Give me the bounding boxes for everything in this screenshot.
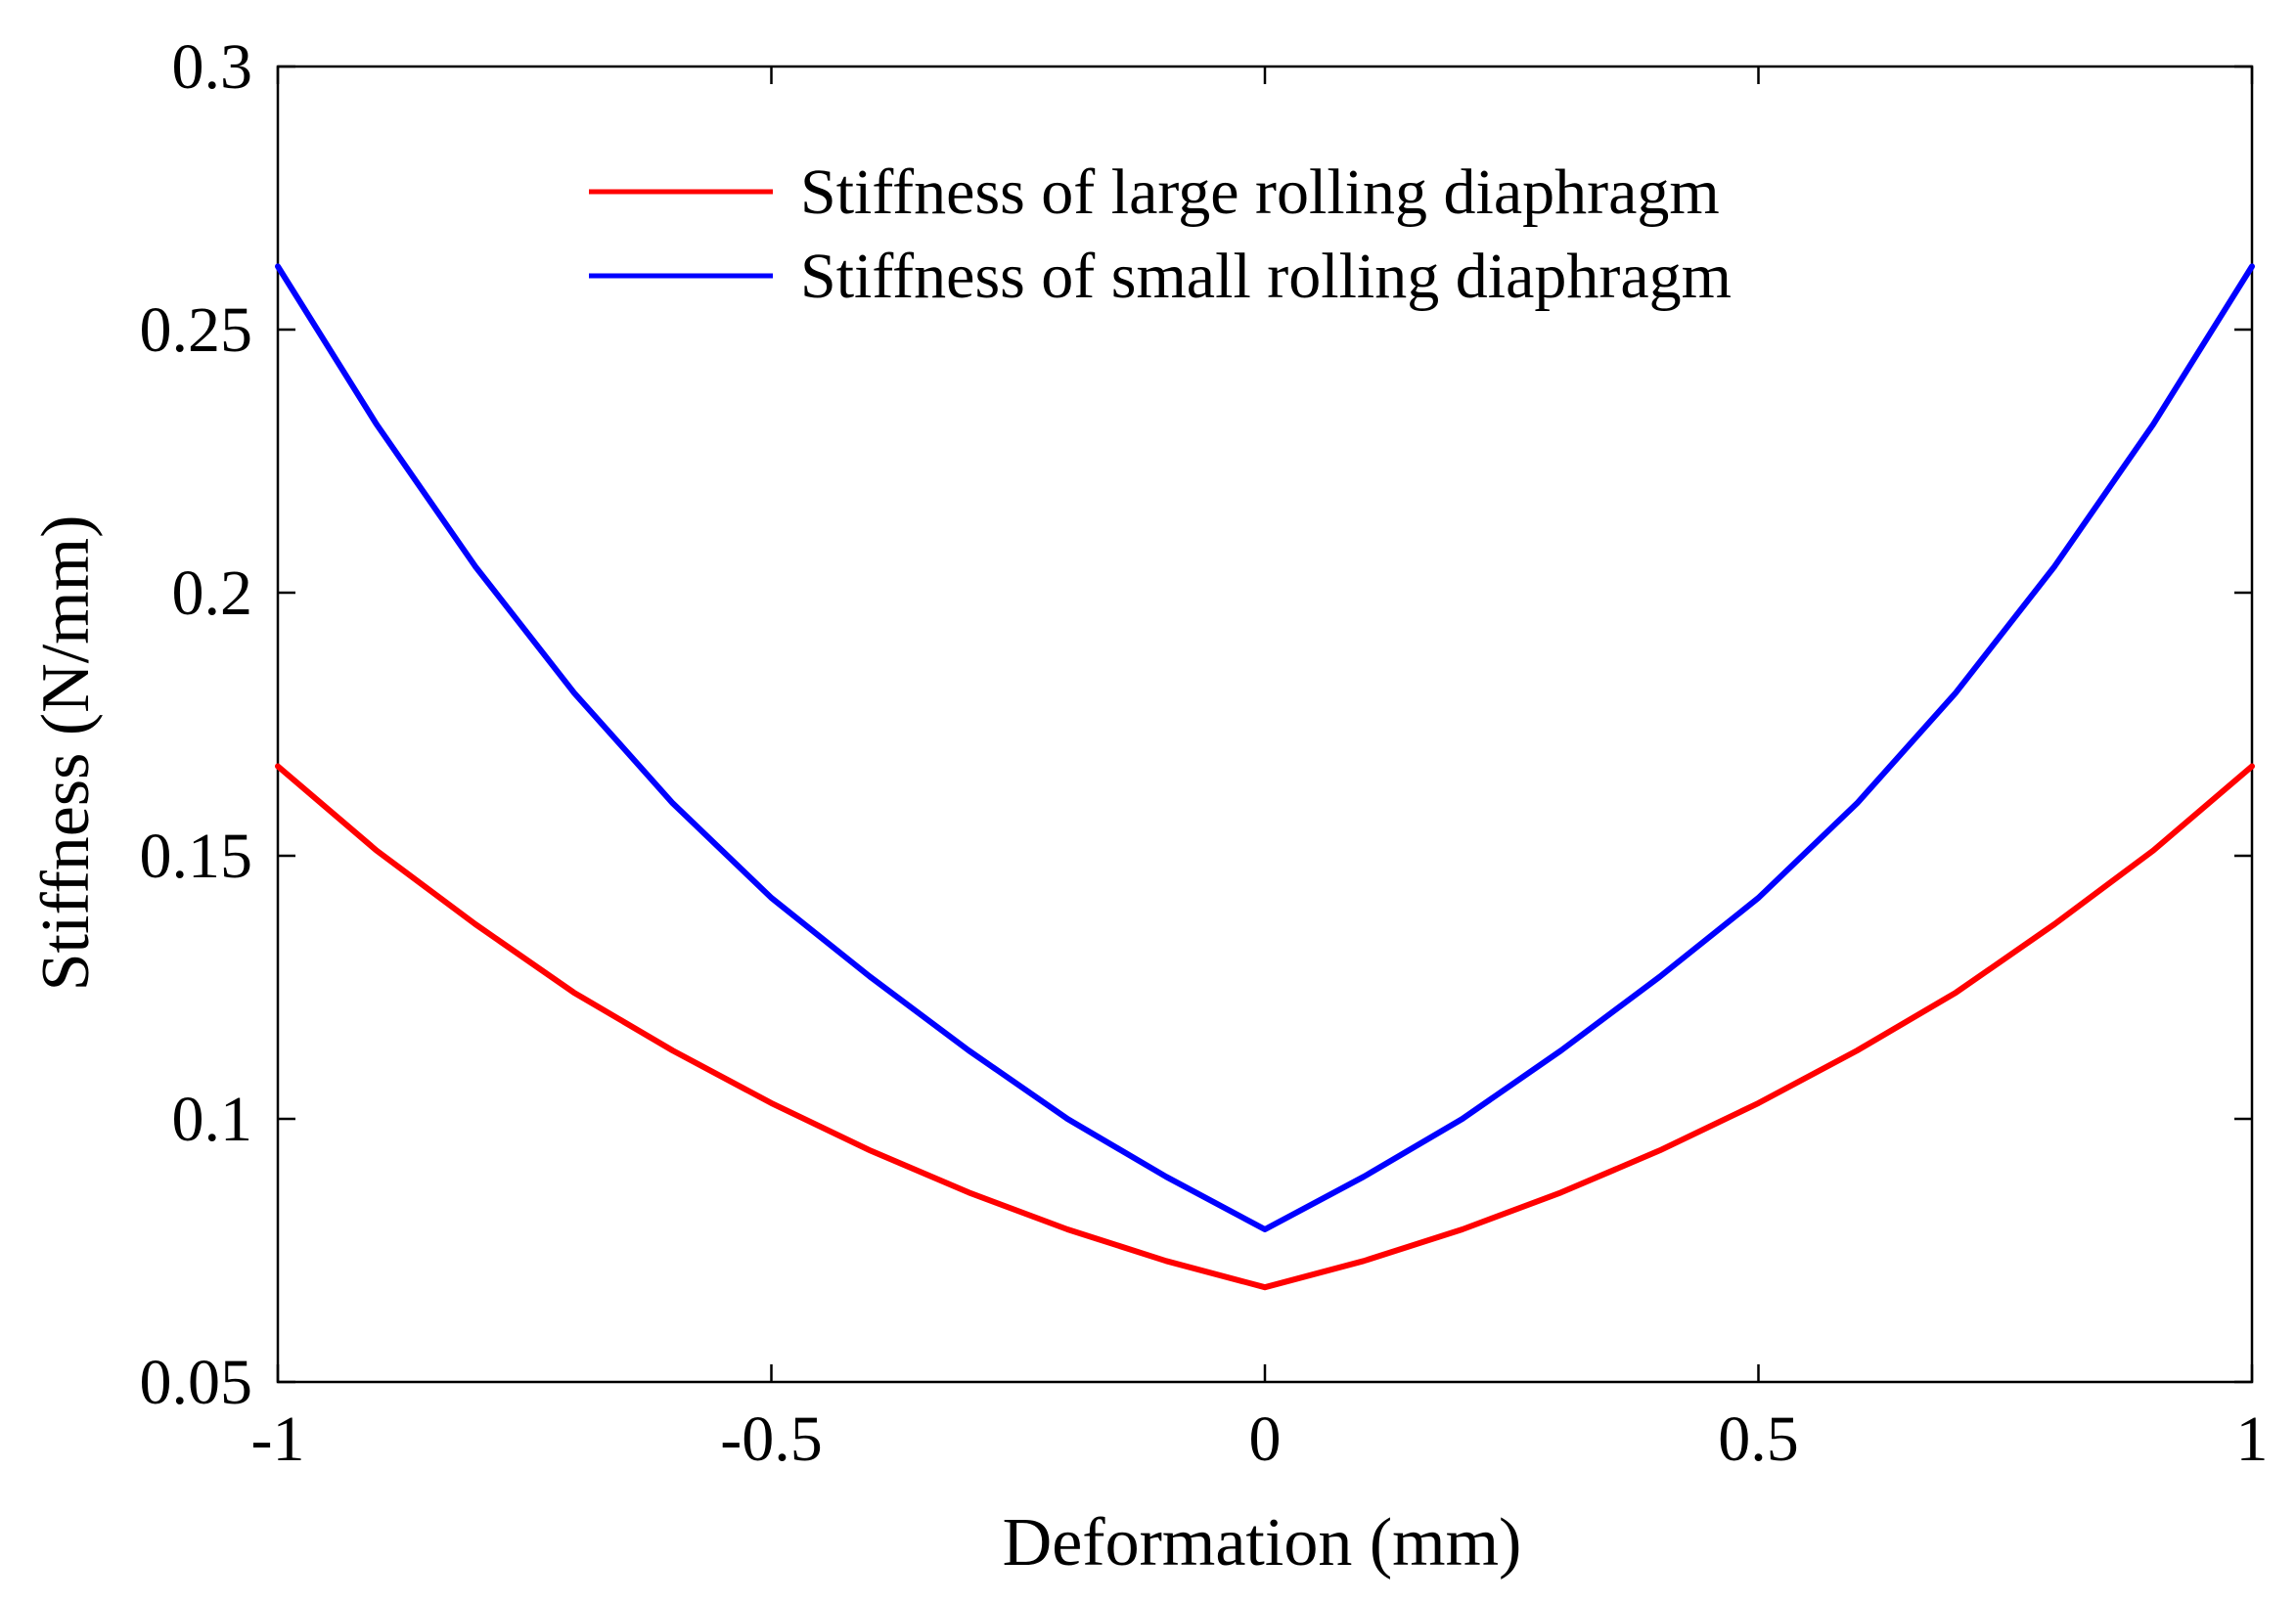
legend-label-large: Stiffness of large rolling diaphragm — [800, 156, 1720, 228]
legend-label-small: Stiffness of small rolling diaphragm — [800, 241, 1732, 312]
y-tick-label: 0.2 — [172, 557, 253, 629]
x-tick-label: -1 — [251, 1403, 305, 1475]
y-axis-title: Stiffness (N/mm) — [28, 515, 104, 992]
plot-layer: -1 -0.5 0 0.5 1 0.05 0.1 0.15 0.2 0.25 0.3 — [140, 31, 2269, 1475]
x-tick-label: 0.5 — [1718, 1403, 1799, 1475]
x-tick-label: 1 — [2236, 1403, 2269, 1475]
series-line-small — [275, 263, 2255, 1232]
legend: Stiffness of large rolling diaphragm Sti… — [589, 156, 1732, 312]
y-tick-label: 0.05 — [140, 1347, 253, 1418]
y-tick-label: 0.1 — [172, 1084, 253, 1155]
series-line-large — [275, 763, 2255, 1291]
x-axis-title: Deformation (mm) — [1003, 1505, 1522, 1581]
y-tick-label: 0.25 — [140, 294, 253, 366]
x-tick-label: -0.5 — [720, 1403, 822, 1475]
x-tick-label: 0 — [1249, 1403, 1282, 1475]
y-tick-label: 0.3 — [172, 31, 253, 103]
y-tick-label: 0.15 — [140, 821, 253, 892]
